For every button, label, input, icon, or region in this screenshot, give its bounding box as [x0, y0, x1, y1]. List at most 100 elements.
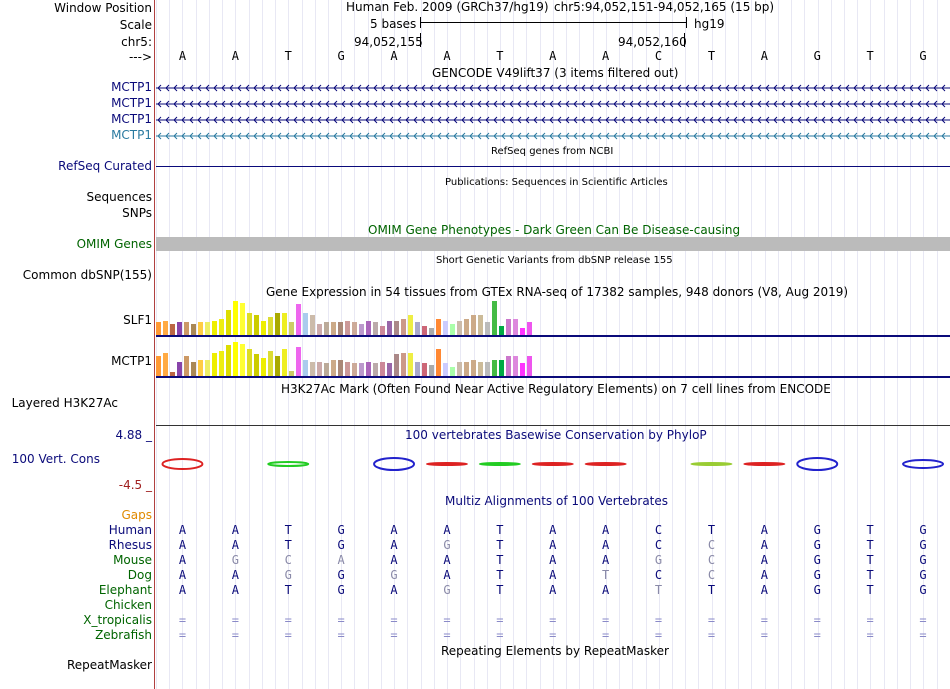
refseq-label[interactable]: RefSeq Curated — [58, 159, 152, 173]
gtex-tissue-bar[interactable] — [401, 318, 406, 335]
gtex-tissue-bar[interactable] — [212, 352, 217, 376]
gtex-tissue-bar[interactable] — [394, 320, 399, 335]
gtex-tissue-bar[interactable] — [191, 361, 196, 376]
conservation-glyph[interactable] — [267, 461, 310, 467]
gtex-tissue-bar[interactable] — [233, 300, 238, 335]
gtex-tissue-bar[interactable] — [184, 356, 189, 376]
conservation-glyph[interactable] — [161, 458, 204, 470]
gtex-tissue-bar[interactable] — [268, 350, 273, 376]
gtex-tissue-bar[interactable] — [429, 327, 434, 335]
gtex-tissue-bar[interactable] — [359, 363, 364, 376]
gtex-tissue-bar[interactable] — [324, 322, 329, 335]
gtex-tissue-bar[interactable] — [513, 356, 518, 376]
conservation-glyph[interactable] — [373, 457, 416, 471]
conservation-glyph[interactable] — [690, 462, 733, 466]
gtex-tissue-bar[interactable] — [478, 315, 483, 335]
omim-gene-bar[interactable] — [156, 237, 950, 251]
multiz-species-label[interactable]: Dog — [127, 568, 152, 582]
gtex-tissue-bar[interactable] — [457, 320, 462, 335]
gtex-tissue-bar[interactable] — [464, 318, 469, 335]
gtex-tissue-bar[interactable] — [254, 315, 259, 335]
gtex-tissue-bar[interactable] — [177, 322, 182, 335]
gtex-tissue-bar[interactable] — [268, 317, 273, 335]
gtex-tissue-bar[interactable] — [352, 322, 357, 335]
dbsnp-label[interactable]: Common dbSNP(155) — [22, 268, 152, 282]
gtex-tissue-bar[interactable] — [345, 320, 350, 335]
gtex-tissue-bar[interactable] — [170, 372, 175, 376]
gtex-tissue-bar[interactable] — [233, 341, 238, 376]
gtex-tissue-bar[interactable] — [478, 361, 483, 376]
conservation-glyph[interactable] — [796, 457, 839, 471]
multiz-species-label[interactable]: Chicken — [104, 598, 152, 612]
gtex-tissue-bar[interactable] — [310, 361, 315, 376]
gtex-tissue-bar[interactable] — [275, 356, 280, 376]
cons-track-title[interactable]: 100 vertebrates Basewise Conservation by… — [405, 428, 707, 442]
gtex-tissue-bar[interactable] — [492, 300, 497, 335]
gtex-tissue-bar[interactable] — [289, 370, 294, 376]
gtex-tissue-bar[interactable] — [429, 365, 434, 376]
gtex-tissue-bar[interactable] — [359, 324, 364, 335]
gtex-tissue-bar[interactable] — [156, 322, 161, 335]
gtex-tissue-bar[interactable] — [275, 313, 280, 335]
gtex-tissue-bar[interactable] — [282, 313, 287, 335]
multiz-track-title[interactable]: Multiz Alignments of 100 Vertebrates — [445, 494, 669, 508]
gtex-tissue-bar[interactable] — [415, 322, 420, 335]
gtex-tissue-bar[interactable] — [527, 322, 532, 335]
gtex-tissue-bar[interactable] — [310, 315, 315, 335]
refseq-track-title[interactable]: RefSeq genes from NCBI — [491, 146, 614, 157]
conservation-glyphs[interactable] — [156, 455, 950, 475]
gtex-tissue-bar[interactable] — [247, 313, 252, 335]
gtex-tissue-bar[interactable] — [296, 304, 301, 335]
gtex-tissue-bar[interactable] — [450, 324, 455, 335]
gencode-track-title[interactable]: GENCODE V49lift37 (3 items filtered out) — [432, 66, 679, 80]
gtex-tissue-bar[interactable] — [247, 349, 252, 376]
gtex-tissue-bar[interactable] — [471, 359, 476, 376]
cons-label[interactable]: 100 Vert. Cons — [11, 452, 100, 466]
gtex-tissue-bar[interactable] — [394, 354, 399, 376]
gtex-tissue-bar[interactable] — [177, 361, 182, 376]
conservation-glyph[interactable] — [902, 459, 945, 469]
gencode-gene-label[interactable]: MCTP1 — [111, 96, 152, 110]
gtex-tissue-bar[interactable] — [163, 352, 168, 376]
gtex-tissue-bar[interactable] — [289, 322, 294, 335]
gtex-gene-label-slf1[interactable]: SLF1 — [123, 313, 152, 327]
gtex-tissue-bar[interactable] — [156, 356, 161, 376]
gtex-tissue-bar[interactable] — [338, 359, 343, 376]
gtex-tissue-bar[interactable] — [485, 322, 490, 335]
gtex-tissue-bar[interactable] — [170, 324, 175, 335]
sequences-label[interactable]: Sequences — [86, 190, 152, 204]
conservation-glyph[interactable] — [743, 462, 786, 466]
gtex-tissue-bar[interactable] — [345, 361, 350, 376]
gtex-tissue-bar[interactable] — [422, 363, 427, 376]
gtex-tissue-bar[interactable] — [198, 322, 203, 335]
omim-track-title[interactable]: OMIM Gene Phenotypes - Dark Green Can Be… — [368, 223, 741, 237]
gencode-gene-label[interactable]: MCTP1 — [111, 112, 152, 126]
gtex-tissue-bar[interactable] — [226, 309, 231, 335]
gtex-tissue-bar[interactable] — [415, 361, 420, 376]
conservation-glyph[interactable] — [584, 462, 627, 466]
gtex-tissue-bar[interactable] — [219, 350, 224, 376]
gencode-gene-label[interactable]: MCTP1 — [111, 80, 152, 94]
gtex-tissue-bar[interactable] — [520, 363, 525, 376]
gtex-tissue-bar[interactable] — [296, 347, 301, 376]
refseq-gene-line[interactable] — [156, 166, 950, 167]
gtex-tissue-bar[interactable] — [317, 324, 322, 335]
gtex-tissue-bar[interactable] — [198, 359, 203, 376]
gtex-tissue-bar[interactable] — [464, 361, 469, 376]
gtex-tissue-bar[interactable] — [324, 363, 329, 376]
gtex-tissue-bar[interactable] — [450, 367, 455, 376]
multiz-species-label[interactable]: Human — [108, 523, 152, 537]
gtex-tissue-bar[interactable] — [366, 361, 371, 376]
multiz-species-label[interactable]: Mouse — [113, 553, 152, 567]
gtex-tissue-bar[interactable] — [254, 354, 259, 376]
gtex-tissue-bar[interactable] — [492, 359, 497, 376]
gencode-gene-intron[interactable] — [156, 131, 950, 141]
gtex-tissue-bar[interactable] — [457, 361, 462, 376]
gtex-tissue-bar[interactable] — [331, 322, 336, 335]
gencode-gene-intron[interactable] — [156, 83, 950, 93]
multiz-species-label[interactable]: Zebrafish — [95, 628, 152, 642]
gtex-tissue-bar[interactable] — [443, 363, 448, 376]
h3k27ac-label[interactable]: Layered H3K27Ac — [11, 396, 118, 410]
gtex-tissue-bar[interactable] — [380, 361, 385, 376]
gtex-tissue-bar[interactable] — [499, 359, 504, 376]
